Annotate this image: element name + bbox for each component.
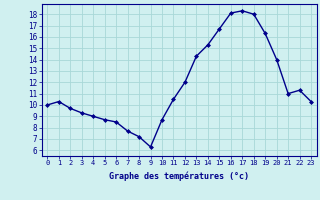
X-axis label: Graphe des températures (°c): Graphe des températures (°c): [109, 172, 249, 181]
